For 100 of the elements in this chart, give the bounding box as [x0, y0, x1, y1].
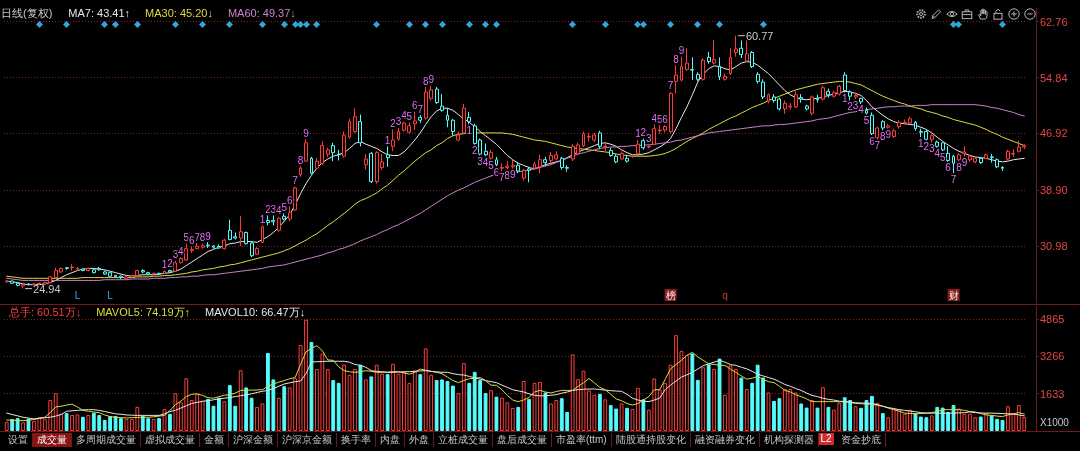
bar	[701, 367, 706, 431]
candlestick	[446, 107, 449, 128]
text: 8	[673, 53, 679, 65]
candlestick	[990, 153, 994, 164]
candlestick	[195, 242, 199, 250]
text: 1	[161, 259, 168, 271]
text: MA7: 43.41↑	[68, 6, 131, 19]
candlestick	[582, 131, 585, 148]
text: 8	[422, 75, 429, 87]
text: 2	[167, 258, 173, 270]
bar	[527, 398, 532, 431]
text: 7	[194, 231, 200, 243]
bar	[238, 370, 243, 431]
bar	[276, 397, 281, 431]
annotation: 60.77	[745, 29, 774, 42]
text: 总手: 60.51万↓	[8, 305, 82, 318]
bar	[880, 413, 885, 431]
text: MA60: 49.37↓	[227, 6, 296, 19]
text: 6	[286, 194, 293, 206]
text: 3	[852, 99, 859, 111]
bar	[875, 402, 880, 431]
bar	[124, 419, 129, 431]
bar	[739, 377, 744, 431]
text: 3	[395, 116, 402, 128]
text: 9	[678, 45, 685, 57]
bar	[282, 386, 287, 431]
text: 9	[428, 74, 434, 86]
bar	[173, 393, 178, 431]
tab: 立桩成交量	[434, 433, 493, 447]
candlestick	[865, 107, 868, 116]
bar	[717, 358, 722, 431]
y-tick-label: 1633	[1040, 387, 1065, 400]
bar	[821, 387, 825, 431]
tab: 沪深金额	[229, 433, 278, 447]
y-tick-label: 54.84	[1040, 71, 1068, 84]
bar	[766, 392, 771, 431]
bar	[200, 401, 205, 431]
candlestick	[27, 282, 30, 286]
bar	[325, 369, 330, 431]
candlestick	[935, 140, 939, 149]
text: 8	[880, 130, 886, 142]
tab: 外盘	[405, 433, 434, 447]
text: MA30: 45.20↓	[145, 6, 213, 19]
candlestick	[163, 270, 166, 275]
text: 7	[292, 175, 298, 187]
bar	[412, 370, 417, 431]
text: 1	[259, 213, 266, 225]
text: 3	[477, 156, 483, 167]
candlestick	[391, 128, 395, 152]
y-tick-label: 46.92	[1040, 127, 1068, 140]
tab: 机构探测器	[759, 433, 819, 447]
tab: 内盘	[376, 433, 405, 447]
bar	[804, 407, 809, 431]
bar	[733, 368, 738, 431]
annotation: 财	[948, 289, 959, 301]
candlestick	[304, 138, 308, 163]
bar	[641, 399, 646, 431]
bar	[385, 374, 390, 431]
text: 2	[847, 100, 853, 112]
bar	[483, 393, 488, 431]
bar	[706, 364, 711, 431]
line-series	[6, 359, 1025, 420]
candlestick	[76, 266, 79, 272]
bar	[799, 403, 804, 431]
text: 9	[885, 129, 892, 141]
bar	[10, 419, 15, 431]
bar	[494, 396, 499, 431]
tab: 沪深京金额	[278, 433, 337, 447]
candlestick	[669, 91, 673, 135]
bar	[331, 380, 336, 431]
text: 3	[270, 203, 277, 215]
text: 1	[635, 128, 641, 140]
candlestick	[680, 56, 683, 82]
text: 9	[303, 127, 309, 139]
text: 1	[918, 137, 924, 149]
text: 5	[939, 151, 946, 163]
candlestick	[767, 92, 770, 104]
annotation: q	[722, 289, 728, 301]
tab: 虚拟成交量	[141, 433, 200, 447]
bar	[603, 399, 608, 431]
candlestick	[843, 71, 847, 94]
text: 3	[928, 143, 935, 155]
text: 8	[504, 170, 511, 182]
bar	[363, 379, 368, 431]
text: 6	[188, 235, 195, 247]
candlestick	[293, 186, 297, 212]
bar	[467, 382, 472, 431]
candlestick	[729, 47, 732, 76]
tab: 金额	[200, 433, 229, 447]
candlestick	[348, 118, 351, 140]
text: 4	[651, 112, 658, 124]
text: 7	[499, 172, 505, 184]
bar	[81, 416, 85, 431]
bar	[984, 413, 989, 431]
text: 8	[199, 232, 206, 244]
bar	[744, 389, 749, 431]
bar	[712, 369, 717, 431]
candlestick	[190, 246, 194, 254]
text: 4	[276, 205, 282, 217]
text: 5	[863, 115, 870, 127]
